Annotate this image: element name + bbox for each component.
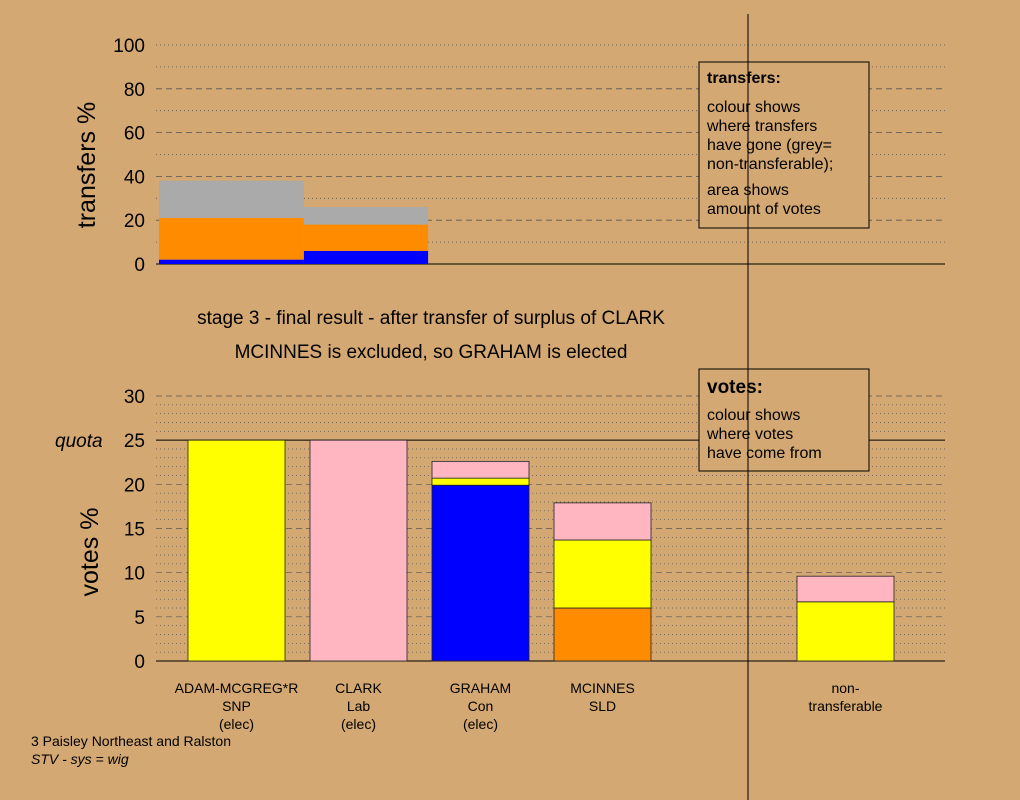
votes-legend-note: votes: colour shows where votes have come f… [698,368,870,472]
votes-note-title: votes: [707,377,763,398]
candidate-party: SLD [589,698,616,714]
transfers-y-tick-label: 80 [124,80,145,101]
bar-clark-segment-lab [309,439,408,662]
transfers-legend-note: transfers: colour shows where transfers hav… [698,61,870,229]
bar-graham-segment-lab [431,460,530,479]
transfers-y-tick-label: 20 [124,211,145,232]
transfers-y-tick-label: 0 [134,255,145,276]
constituency-name: 3 Paisley Northeast and Ralston [31,733,231,749]
candidate-name: GRAHAM [450,680,511,696]
candidate-name: CLARK [335,680,382,696]
candidate-status: (elec) [463,716,498,732]
transfers-note-line: colour shows [707,99,800,116]
transfer-segment-sld [303,224,429,251]
transfers-note-box [698,61,870,229]
votes-y-tick-label: 10 [124,564,145,585]
bar-non-transferable-segment-lab [796,575,895,603]
bar-non-transferable-segment-snp [796,601,895,662]
transfer-segment-con [159,259,304,264]
transfers-chart: 0 20 40 60 80 100 transfers % transfers: colou… [73,36,945,276]
votes-y-tick-label: 20 [124,475,145,496]
bar-mcinnes-segment-snp [553,539,652,609]
bar-graham-segment-con [431,484,530,662]
candidate-status: (elec) [341,716,376,732]
transfers-note-line: amount of votes [707,201,821,218]
votes-note-box [698,368,870,472]
transfers-y-tick-label: 100 [113,36,145,57]
votes-y-tick-label: 5 [134,608,145,629]
transfers-note-title: transfers: [707,70,781,87]
transfers-y-axis-title: transfers % [73,102,101,228]
transfer-segment-non-transferable [303,207,429,225]
votes-y-tick-label: 30 [124,387,145,408]
bar-adammcgregr-segment-snp [187,439,286,662]
non-transferable-label: non- [831,680,859,696]
transfers-note-line: non-transferable); [707,156,833,173]
votes-y-axis-title: votes % [76,508,104,597]
votes-chart: 0 5 10 15 20 25 30 quota votes % ADAM-MCGREG*R S… [55,368,945,732]
candidate-party: SNP [222,698,251,714]
non-transferable-label: transferable [809,698,883,714]
transfers-bars [159,180,429,264]
votes-y-tick-label: 15 [124,520,145,541]
quota-label: quota [55,431,103,452]
votes-note-line: have come from [707,445,822,462]
bar-mcinnes-segment-sld [553,607,652,662]
candidate-labels: ADAM-MCGREG*R SNP (elec) CLARK Lab (elec) GRAH… [175,680,883,732]
candidate-name: MCINNES [570,680,635,696]
transfers-y-tick-label: 40 [124,167,145,188]
transfers-note-line: where transfers [706,118,817,135]
transfers-note-line: have gone (grey= [707,137,832,154]
candidate-name: ADAM-MCGREG*R [175,680,299,696]
transfer-segment-sld [159,218,304,260]
voting-system: STV - sys = wig [31,751,129,767]
votes-y-axis: 0 5 10 15 20 25 30 quota [55,387,145,673]
stage-heading: stage 3 - final result - after transfer … [197,308,665,329]
votes-note-line: where votes [706,426,793,443]
votes-note-line: colour shows [707,407,800,424]
transfers-y-axis: 0 20 40 60 80 100 [113,36,145,276]
candidate-party: Lab [347,698,371,714]
candidate-party: Con [468,698,494,714]
transfers-y-tick-label: 60 [124,124,145,145]
stage-subheading: MCINNES is excluded, so GRAHAM is electe… [235,342,628,363]
transfer-segment-con [303,250,429,264]
bar-graham-segment-snp [431,477,530,486]
votes-y-tick-label: 0 [134,652,145,673]
bar-mcinnes-segment-lab [553,502,652,541]
transfer-segment-non-transferable [159,180,304,219]
votes-bars [187,439,895,662]
votes-y-tick-label: 25 [124,431,145,452]
candidate-status: (elec) [219,716,254,732]
